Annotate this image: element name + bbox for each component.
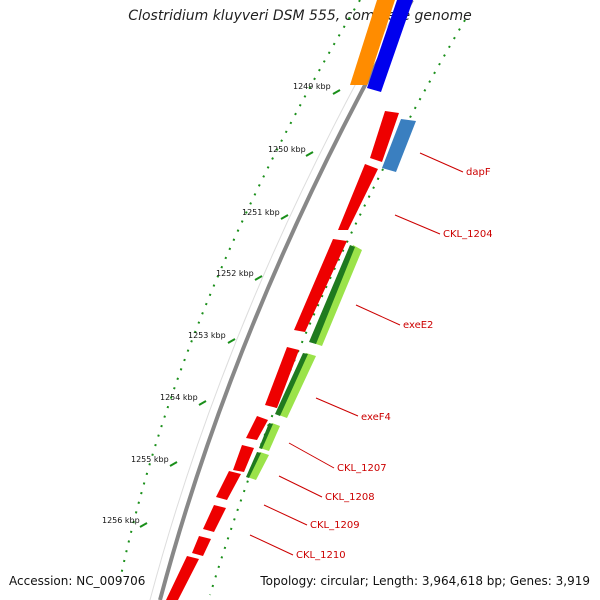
- cds-6: [233, 445, 254, 472]
- gene-label[interactable]: CKL_1207: [337, 463, 387, 474]
- tick-mark: [227, 338, 236, 344]
- cds-7: [216, 471, 241, 500]
- tick-track-left: [119, 0, 361, 581]
- gene-arrow-orange: [350, 0, 395, 85]
- tick-label: 1251 kbp: [242, 208, 280, 217]
- cds-10: [166, 556, 199, 600]
- cds-2: [338, 164, 378, 230]
- label-leader: [419, 152, 464, 173]
- green-bar-3-shade: [259, 423, 273, 449]
- label-leader: [315, 397, 359, 417]
- label-leader: [394, 214, 441, 235]
- cds-1: [370, 111, 399, 162]
- label-leader: [263, 504, 308, 526]
- tick-mark: [254, 275, 263, 281]
- gene-label[interactable]: dapF: [466, 167, 491, 178]
- green-bar-1-shade: [309, 245, 355, 344]
- green-bar-3: [260, 423, 280, 451]
- tick-mark: [280, 214, 289, 220]
- green-bar-4-shade: [246, 452, 261, 478]
- tick-label: 1254 kbp: [160, 393, 198, 402]
- gene-label[interactable]: exeF4: [361, 412, 391, 423]
- label-leader: [249, 534, 294, 556]
- gene-arrow-blue: [367, 0, 413, 92]
- label-leader: [278, 475, 323, 498]
- tick-label: 1252 kbp: [216, 269, 254, 278]
- green-bar-4: [247, 452, 269, 480]
- topology-text: Topology: circular; Length: 3,964,618 bp…: [260, 574, 590, 588]
- gene-label[interactable]: CKL_1210: [296, 550, 346, 561]
- tick-label: 1250 kbp: [268, 145, 306, 154]
- tick-label: 1255 kbp: [131, 455, 169, 464]
- tick-label: 1249 kbp: [293, 82, 331, 91]
- cds-reverse-dapf: [382, 119, 416, 172]
- tick-mark: [198, 400, 207, 406]
- gene-label[interactable]: CKL_1208: [325, 492, 375, 503]
- cds-5: [246, 416, 268, 440]
- tick-mark: [332, 89, 341, 95]
- cds-9: [192, 536, 211, 556]
- tick-track-right: [209, 19, 466, 596]
- tick-mark: [305, 151, 314, 157]
- green-bar-2-shade: [275, 353, 308, 416]
- cds-3: [294, 239, 347, 332]
- tick-label: 1253 kbp: [188, 331, 226, 340]
- cds-8: [203, 505, 226, 532]
- gene-label[interactable]: CKL_1209: [310, 520, 360, 531]
- tick-mark: [169, 461, 178, 467]
- label-leader: [355, 304, 401, 326]
- gene-label[interactable]: exeE2: [403, 320, 433, 331]
- gene-label[interactable]: CKL_1204: [443, 229, 493, 240]
- tick-mark: [139, 522, 148, 528]
- tick-label: 1256 kbp: [102, 516, 140, 525]
- accession-text: Accession: NC_009706: [9, 574, 146, 588]
- cds-4: [265, 347, 299, 408]
- label-leader: [288, 442, 335, 469]
